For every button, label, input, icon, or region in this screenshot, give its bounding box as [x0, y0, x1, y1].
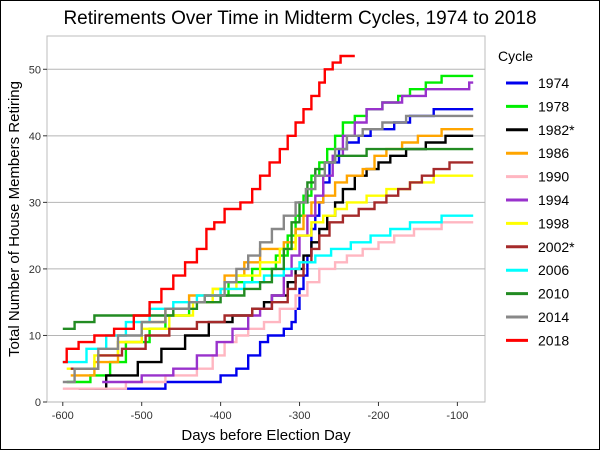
series-line-1990 — [62, 221, 474, 390]
x-axis-title: Days before Election Day — [181, 427, 351, 444]
legend-item-label: 1974 — [538, 75, 569, 91]
chart-title: Retirements Over Time in Midterm Cycles,… — [63, 8, 536, 29]
series-line-2010 — [62, 147, 474, 330]
legend-item-label: 2018 — [538, 332, 569, 348]
x-tick-label: -600 — [52, 410, 74, 422]
legend-item-label: 1994 — [538, 192, 569, 208]
x-tick-label: -300 — [289, 410, 311, 422]
x-tick-label: -100 — [446, 410, 468, 422]
x-tick-label: -500 — [131, 410, 153, 422]
legend-item-label: 1982* — [538, 122, 575, 138]
legend-item-label: 2010 — [538, 286, 569, 302]
series-line-2002-star — [70, 161, 474, 370]
legend-item-label: 1998 — [538, 215, 569, 231]
x-axis-ticks: -600 -500 -400 -300 -200 -100 — [52, 402, 468, 422]
y-tick-label: 40 — [29, 131, 41, 143]
legend-item-label: 2002* — [538, 239, 575, 255]
y-tick-label: 10 — [29, 330, 41, 342]
legend-item-label: 1990 — [538, 169, 569, 185]
legend-item-label: 1978 — [538, 98, 569, 114]
legend-title: Cycle — [498, 48, 533, 64]
series-line-2014 — [62, 114, 474, 384]
legend: Cycle 1974 1978 1982* 1986 1990 1994 1998 2002*… — [498, 48, 575, 348]
x-tick-label: -400 — [210, 410, 232, 422]
y-tick-label: 50 — [29, 64, 41, 76]
legend-item-label: 2006 — [538, 262, 569, 278]
series-lines — [62, 54, 474, 390]
x-tick-label: -200 — [367, 410, 389, 422]
y-axis-ticks: 0 10 20 30 40 50 — [29, 64, 47, 409]
series-line-2006 — [62, 214, 474, 364]
y-tick-label: 0 — [35, 397, 41, 409]
y-tick-label: 20 — [29, 264, 41, 276]
plot-panel — [46, 35, 486, 403]
legend-item-label: 1986 — [538, 145, 569, 161]
series-line-2018 — [62, 54, 355, 364]
y-axis-title: Total Number of House Members Retiring — [6, 81, 23, 357]
legend-item-label: 2014 — [538, 309, 569, 325]
series-line-1982-star — [78, 134, 474, 390]
y-tick-label: 30 — [29, 197, 41, 209]
